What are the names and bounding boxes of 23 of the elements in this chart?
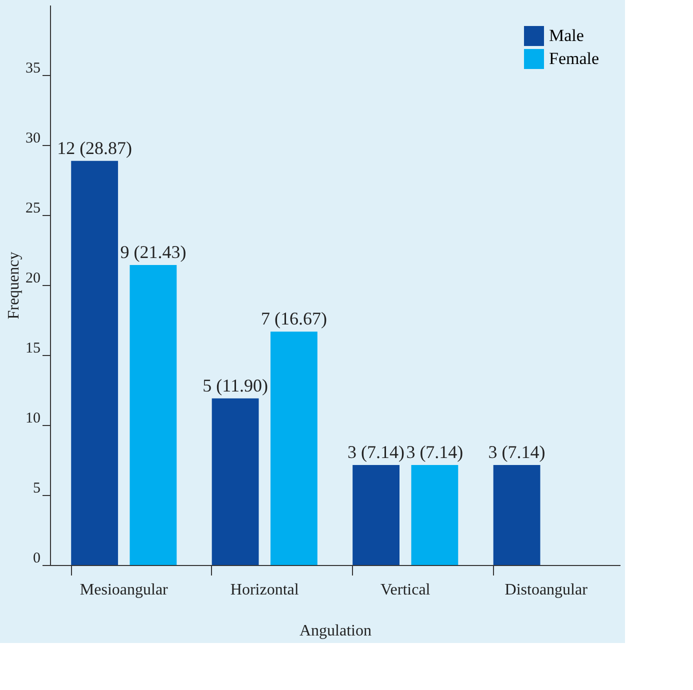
x-tick-label: Horizontal: [230, 582, 300, 598]
y-tick-label: 5: [33, 480, 40, 496]
data-label: 3 (7.14): [348, 442, 405, 462]
data-label: 12 (28.87): [57, 138, 132, 158]
x-axis-title: Angulation: [300, 622, 372, 640]
legend-label: Male: [549, 26, 584, 45]
data-label: 5 (11.90): [202, 375, 268, 396]
y-tick-label: 35: [26, 60, 40, 76]
y-axis-title: Frequency: [6, 252, 22, 320]
legend-label: Female: [549, 49, 600, 68]
data-label: 7 (16.67): [260, 308, 327, 329]
y-tick-label: 30: [26, 130, 40, 146]
data-label: 9 (21.43): [120, 242, 186, 262]
y-tick-label: 20: [26, 270, 40, 286]
x-tick-label: Mesioangular: [80, 582, 169, 598]
data-label: 3 (7.14): [488, 442, 546, 462]
y-tick-label: 25: [26, 200, 40, 216]
y-tick-label: 15: [26, 340, 40, 356]
y-tick-label: 10: [26, 410, 40, 426]
x-tick-label: Vertical: [380, 582, 431, 598]
data-label: 3 (7.14): [406, 442, 464, 462]
y-tick-label: 0: [33, 550, 40, 566]
x-tick-label: Distoangular: [504, 582, 588, 598]
